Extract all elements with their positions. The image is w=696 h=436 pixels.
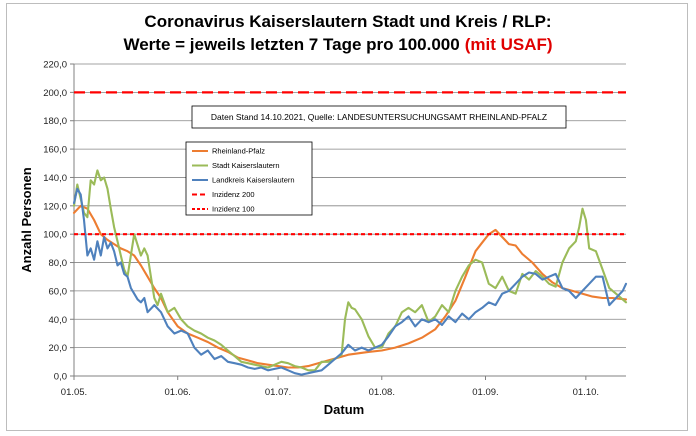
x-tick-label: 01.05.: [61, 387, 87, 398]
legend-label: Landkreis Kaiserslautern: [212, 176, 295, 185]
y-tick-label: 40,0: [49, 315, 68, 326]
series-lines: [72, 91, 628, 376]
legend-items: Rheinland-Pfalz Stadt Kaiserslautern Landk…: [192, 147, 295, 214]
legend-label: Inzidenz 100: [212, 205, 255, 214]
x-tick-labels: 01.05. 01.06. 01.07. 01.08. 01.09. 01.10.: [61, 387, 599, 398]
chart-title-line2-highlight: (mit USAF): [465, 35, 553, 54]
legend: Rheinland-Pfalz Stadt Kaiserslautern Landk…: [185, 141, 313, 216]
y-tick-label: 20,0: [49, 343, 68, 354]
y-tick-label: 80,0: [49, 258, 68, 269]
chart-title-line2: Werte = jeweils letzten 7 Tage pro 100.0…: [123, 35, 552, 54]
x-tick-label: 01.09.: [472, 387, 498, 398]
x-tick-label: 01.06.: [164, 387, 190, 398]
x-tick-label: 01.10.: [573, 387, 599, 398]
source-annotation-text: Daten Stand 14.10.2021, Quelle: LANDESUN…: [211, 112, 547, 122]
y-tick-label: 0,0: [54, 372, 67, 383]
chart-title-line1: Coronavirus Kaiserslautern Stadt und Kre…: [144, 12, 551, 31]
legend-label: Stadt Kaiserslautern: [212, 161, 280, 170]
y-tick-labels: 0,0 20,0 40,0 60,0 80,0 100,0 120,0 140,0 160,0 1…: [43, 60, 67, 383]
legend-label: Inzidenz 200: [212, 190, 255, 199]
legend-box: [185, 141, 313, 216]
x-tick-label: 01.07.: [265, 387, 291, 398]
y-tick-label: 100,0: [43, 230, 67, 241]
y-tick-label: 60,0: [49, 286, 68, 297]
legend-label: Rheinland-Pfalz: [212, 147, 265, 156]
x-axis-title: Datum: [324, 402, 364, 417]
y-tick-label: 200,0: [43, 88, 67, 99]
series-line-rheinland-pfalz: [72, 204, 628, 369]
source-annotation: Daten Stand 14.10.2021, Quelle: LANDESUN…: [191, 105, 567, 129]
y-axis-title: Anzahl Personen: [19, 167, 34, 273]
chart-frame: [6, 3, 688, 431]
y-tick-label: 220,0: [43, 60, 67, 71]
y-tick-label: 120,0: [43, 201, 67, 212]
series-line-landkreis-kaiserslautern: [72, 187, 628, 376]
y-tick-label: 180,0: [43, 116, 67, 127]
source-annotation-box: [191, 105, 567, 129]
series-line-stadt-kaiserslautern: [72, 169, 628, 372]
y-tick-label: 140,0: [43, 173, 67, 184]
y-tick-label: 160,0: [43, 145, 67, 156]
chart-title-line2-main: Werte = jeweils letzten 7 Tage pro 100.0…: [123, 35, 459, 54]
x-tick-label: 01.08.: [369, 387, 395, 398]
